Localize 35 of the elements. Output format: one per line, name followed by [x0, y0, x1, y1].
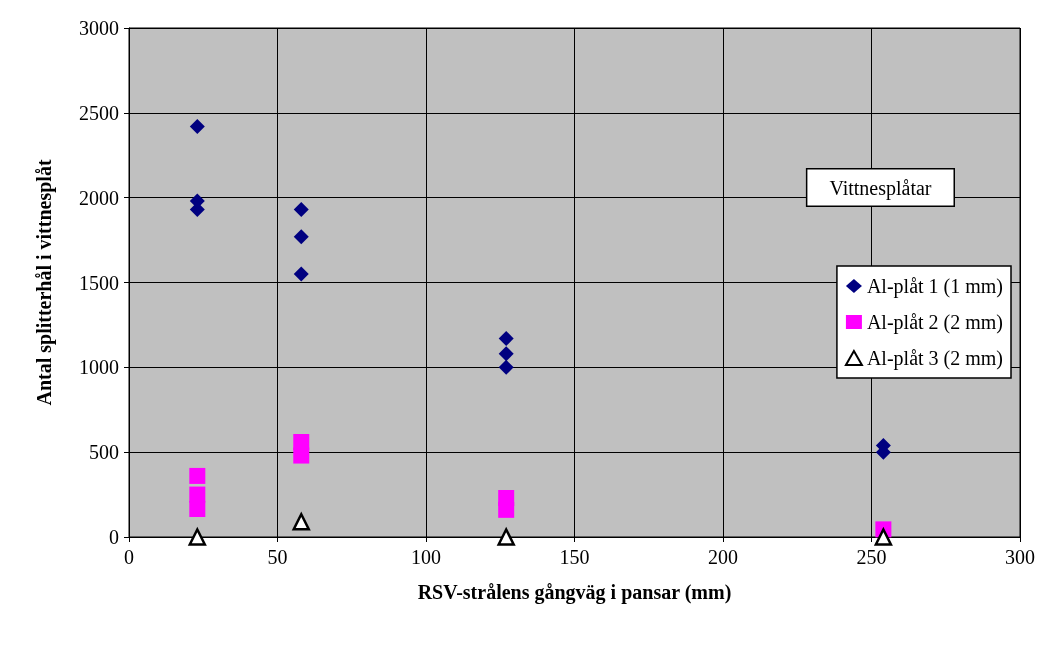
x-axis-title: RSV-strålens gångväg i pansar (mm) — [417, 581, 732, 604]
y-tick-label: 2000 — [79, 186, 119, 209]
y-tick-label: 3000 — [79, 17, 119, 39]
point — [874, 528, 893, 546]
y-tick-label: 500 — [89, 441, 119, 464]
point — [189, 118, 205, 134]
x-tick-label: 150 — [559, 546, 590, 568]
point — [498, 501, 515, 518]
legend-title: Vittnesplåtar — [829, 176, 932, 200]
point — [292, 512, 311, 531]
y-tick-label: 1500 — [79, 271, 119, 294]
point — [498, 330, 514, 346]
point — [188, 528, 207, 546]
point — [498, 346, 514, 362]
point — [293, 202, 309, 218]
point — [293, 266, 309, 282]
x-tick-label: 0 — [124, 546, 134, 568]
x-tick-label: 50 — [267, 546, 288, 568]
point — [497, 528, 515, 546]
point — [293, 229, 309, 245]
legend-label: Al-plåt 1 (1 mm) — [866, 275, 1004, 298]
point — [293, 447, 310, 464]
point — [189, 467, 206, 484]
y-tick-label: 1000 — [79, 356, 119, 379]
y-axis-title: Antal splitterhål i vittnesplåt — [33, 159, 56, 406]
x-tick-label: 300 — [1005, 546, 1035, 568]
y-tick-label: 2500 — [79, 101, 119, 124]
point — [189, 501, 206, 518]
x-tick-label: 100 — [411, 546, 441, 568]
y-tick-label: 0 — [109, 526, 119, 548]
legend-label: Al-plåt 2 (2 mm) — [866, 311, 1004, 334]
legend-label: Al-plåt 3 (2 mm) — [866, 347, 1004, 370]
x-tick-label: 200 — [708, 546, 738, 568]
x-tick-label: 250 — [856, 546, 887, 568]
point — [498, 359, 514, 375]
